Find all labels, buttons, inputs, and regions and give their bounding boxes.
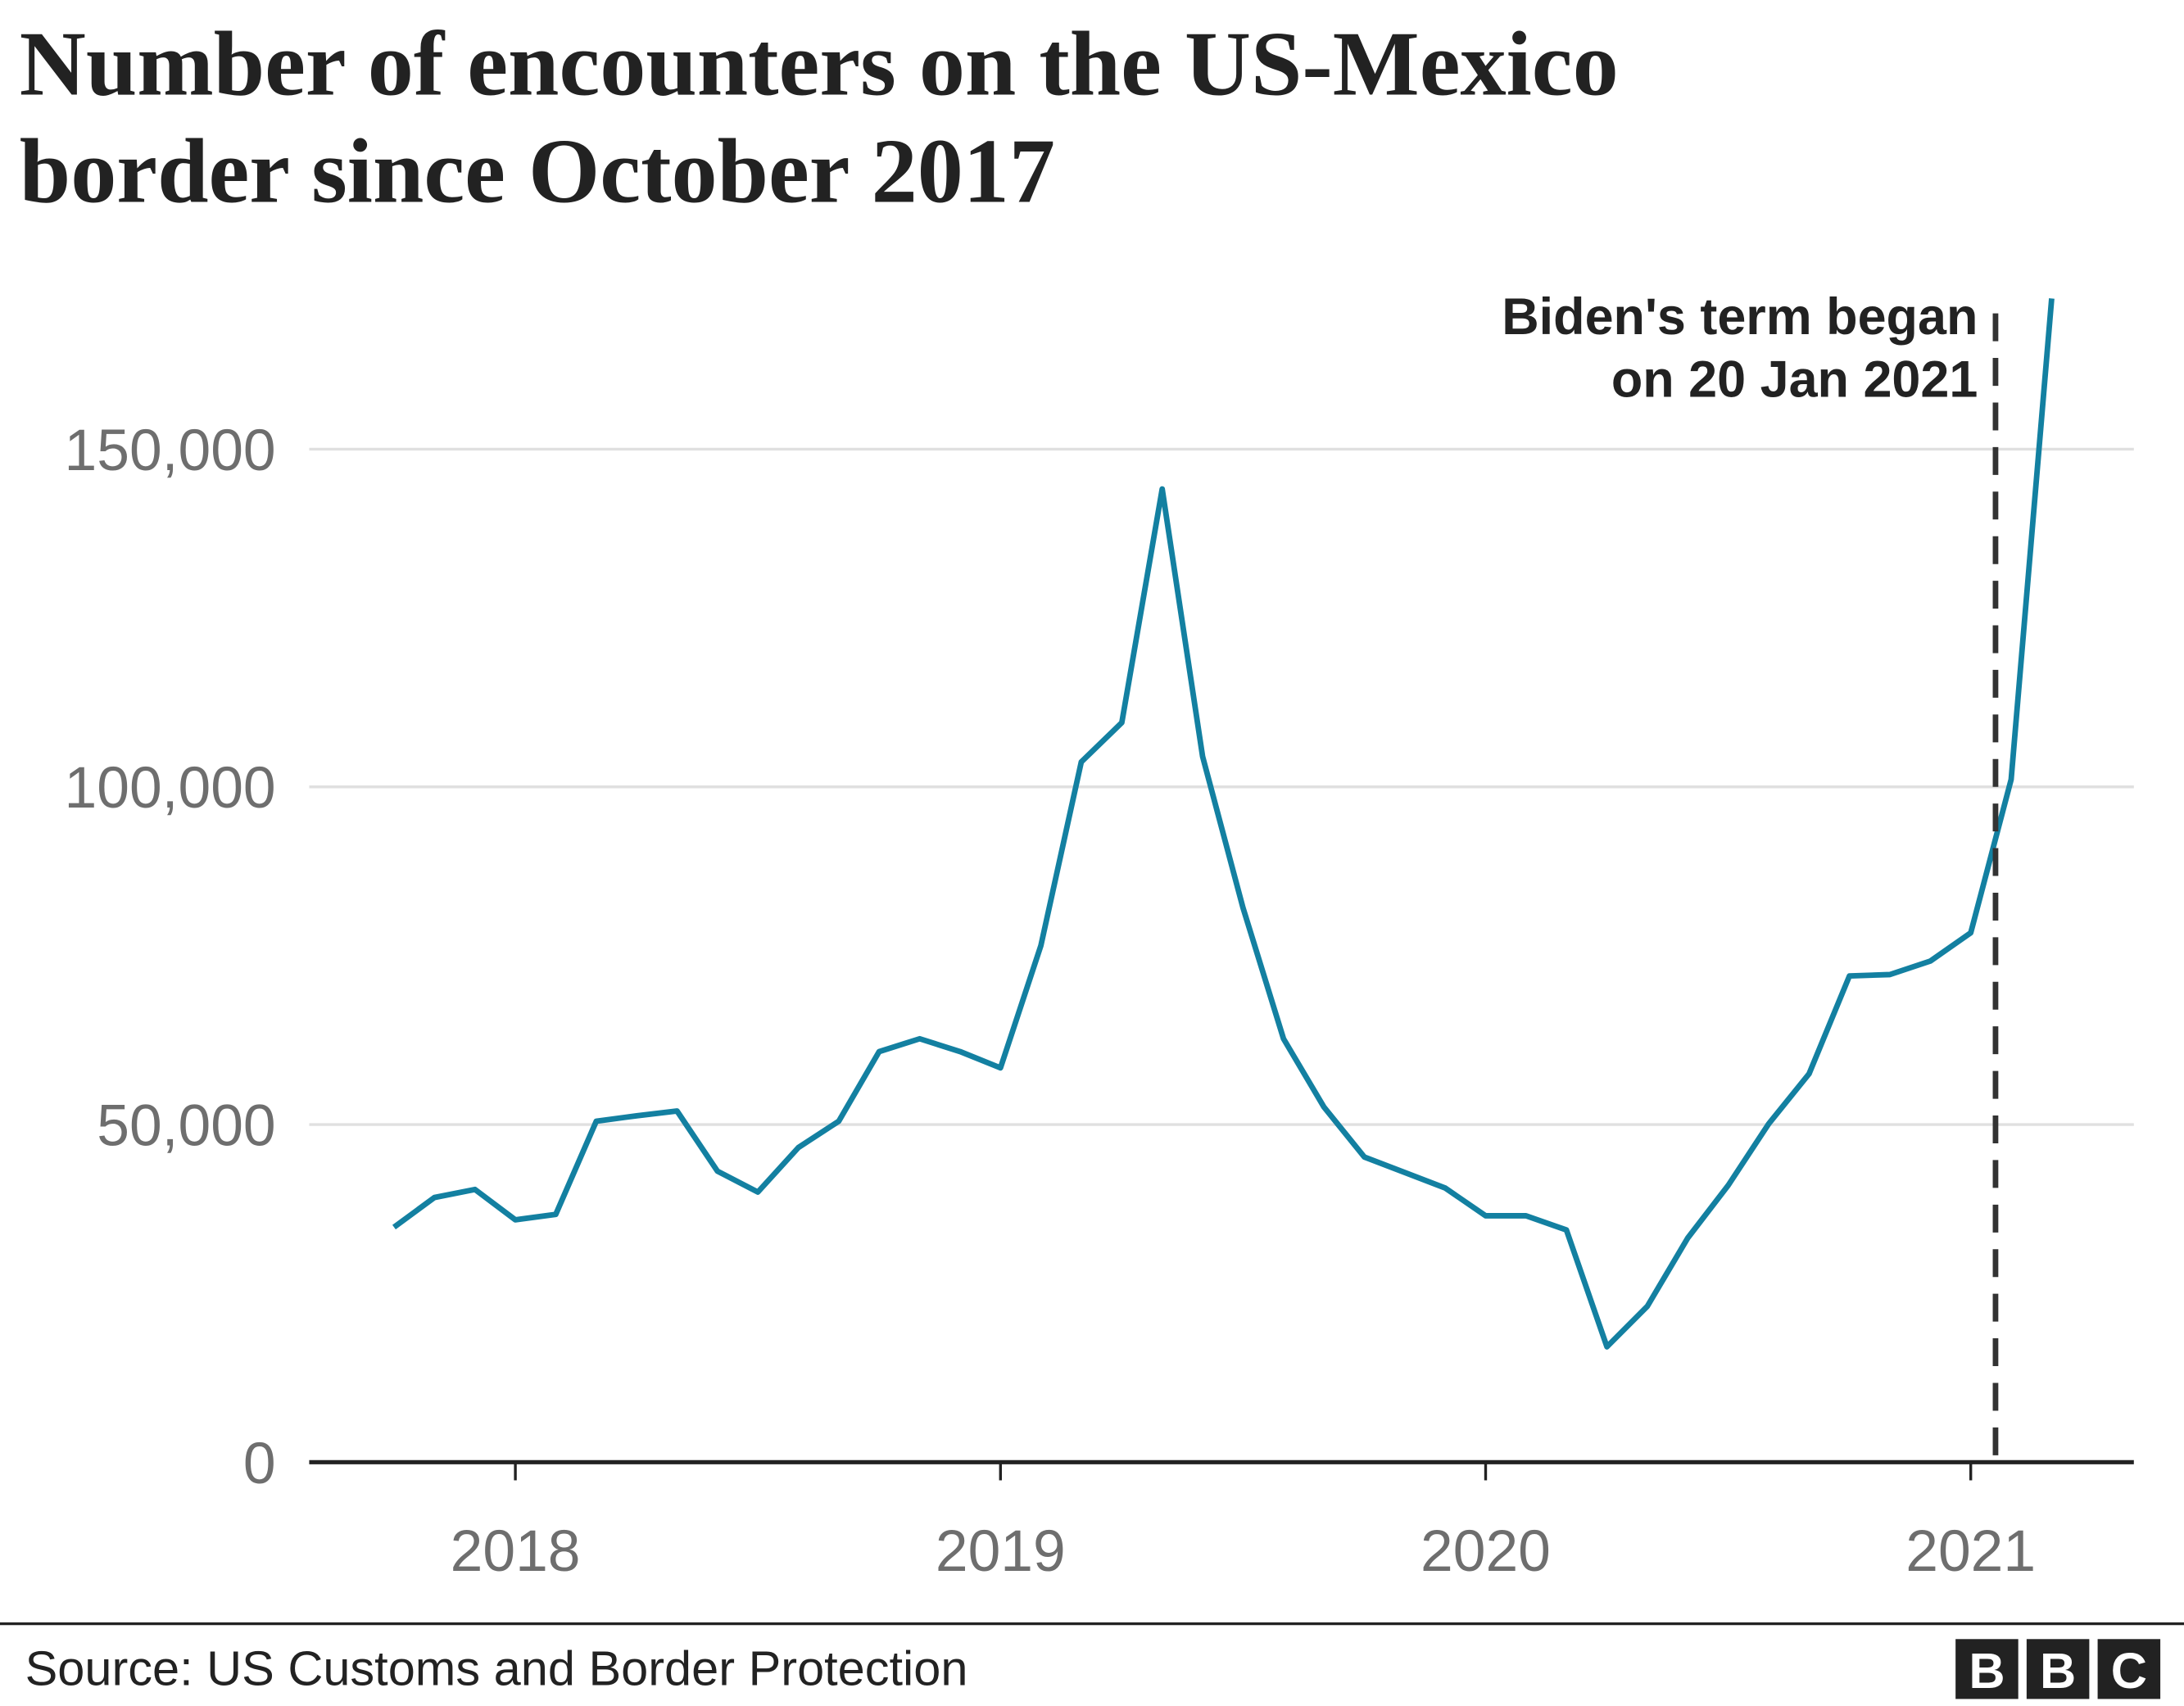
svg-text:C: C [2111, 1643, 2147, 1699]
y-axis: 0 50,000 100,000 150,000 [65, 418, 276, 1496]
annotation-text-line-1: Biden's term began [1502, 288, 1978, 346]
chart-title-line-2: border since October 2017 [20, 121, 1055, 223]
x-axis: 2018 2019 2020 2021 [451, 1462, 2036, 1584]
series-line [392, 298, 2055, 1350]
chart-title-line-1: Number of encounters on the US-Mexico [20, 14, 1619, 115]
y-tick-label: 0 [243, 1431, 276, 1496]
x-tick-label: 2020 [1421, 1518, 1551, 1584]
y-tick-label: 100,000 [65, 755, 276, 821]
svg-text:B: B [1969, 1643, 2005, 1699]
y-tick-label: 150,000 [65, 418, 276, 483]
bbc-logo: B B C [1955, 1639, 2161, 1699]
annotation-text-line-2: on 20 Jan 2021 [1611, 351, 1978, 409]
y-tick-label: 50,000 [97, 1093, 275, 1159]
gridlines [309, 447, 2134, 1126]
x-tick-label: 2019 [936, 1518, 1066, 1584]
svg-text:B: B [2040, 1643, 2076, 1699]
source-text: Source: US Customs and Border Protection [25, 1640, 968, 1695]
x-tick-label: 2021 [1905, 1518, 2036, 1584]
x-tick-label: 2018 [451, 1518, 581, 1584]
